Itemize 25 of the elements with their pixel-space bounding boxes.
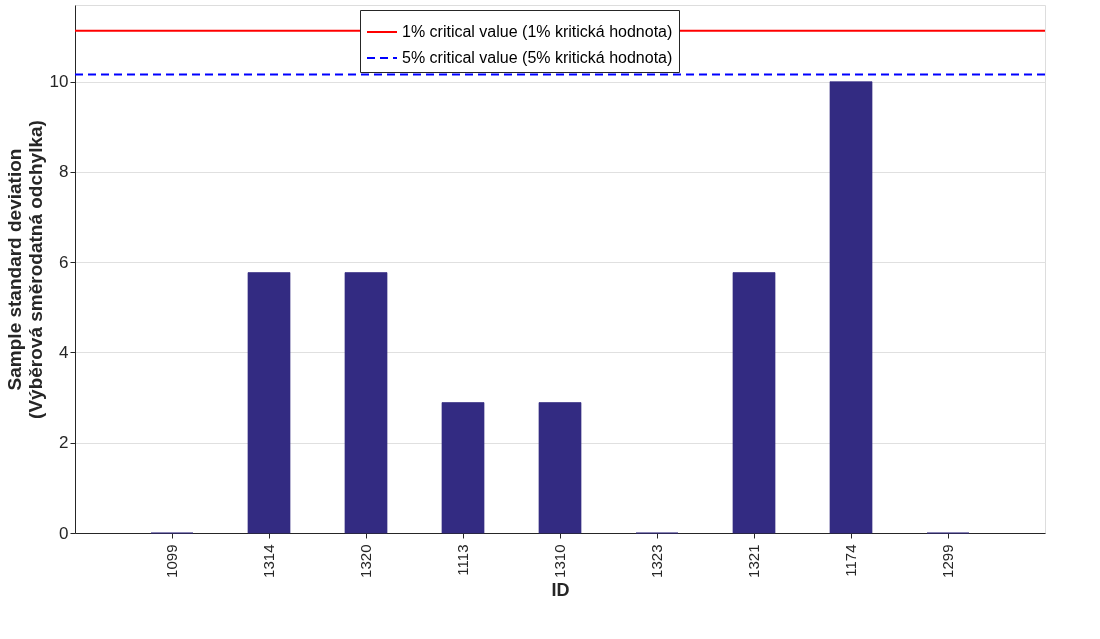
x-tick-label: 1323 xyxy=(648,544,665,578)
bar xyxy=(732,272,776,534)
bar xyxy=(441,402,485,534)
bar xyxy=(247,272,291,534)
x-tick-label: 1321 xyxy=(745,544,762,578)
x-tick-label: 1113 xyxy=(454,544,471,576)
bar xyxy=(344,272,388,534)
y-tick-label: 4 xyxy=(59,342,69,362)
bar xyxy=(538,402,582,534)
y-tick-label: 10 xyxy=(49,72,69,92)
x-tick-label: 1174 xyxy=(842,544,859,577)
x-tick-label: 1314 xyxy=(260,544,277,578)
x-tick-label: 1299 xyxy=(939,544,956,578)
x-tick-label: 1320 xyxy=(357,544,374,578)
ref-line-label: 1% critical value (1% kritická hodnota) xyxy=(402,23,673,40)
y-tick-label: 0 xyxy=(59,523,69,543)
y-tick-label: 6 xyxy=(59,252,69,272)
y-axis-title: Sample standard deviation (Výběrová směrodatná odchylka) xyxy=(3,120,46,419)
legend-label: 5% critical value (5% kritická hodnota) xyxy=(402,49,673,66)
x-tick-label: 1099 xyxy=(163,544,180,578)
y-tick-label: 2 xyxy=(59,433,69,453)
y-tick-label: 8 xyxy=(59,162,69,182)
bar xyxy=(829,81,873,534)
x-tick-label: 1310 xyxy=(551,544,568,578)
x-axis-title: ID xyxy=(551,579,570,600)
